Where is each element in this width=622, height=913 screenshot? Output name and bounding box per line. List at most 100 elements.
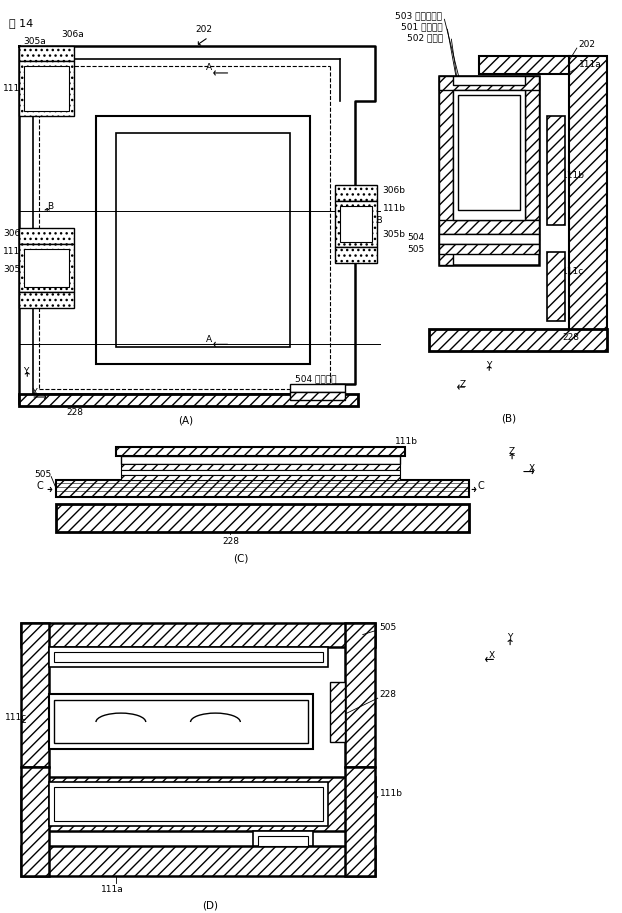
Bar [19,228,74,244]
Text: 111c: 111c [3,247,26,257]
Text: A: A [205,335,211,344]
Text: 202: 202 [579,39,596,48]
Bar [21,767,49,876]
Text: 111b: 111b [383,204,406,213]
Text: 305c: 305c [3,266,26,274]
Bar [96,116,310,364]
Text: 202: 202 [195,25,213,34]
Text: 111b: 111b [394,437,417,446]
Text: (C): (C) [233,553,248,563]
Bar [116,446,404,456]
Text: 111a: 111a [579,59,601,68]
Bar [56,479,469,498]
Text: (A): (A) [178,415,193,425]
Bar [21,623,374,647]
Bar [24,66,69,110]
Bar [330,682,345,742]
Text: 505: 505 [34,470,51,479]
Text: C: C [477,481,484,491]
Text: 305a: 305a [23,37,46,46]
Bar [56,504,469,532]
Text: 111a: 111a [3,84,26,93]
Bar [335,201,377,247]
Text: 501 受光素子: 501 受光素子 [401,23,442,32]
Bar [429,330,606,352]
Bar [49,694,313,749]
Text: 図 14: 図 14 [9,18,34,28]
Bar [345,767,374,876]
Text: 111a: 111a [101,885,124,894]
Text: X: X [529,464,535,473]
Bar [54,787,323,822]
Text: 502 ケース: 502 ケース [407,34,443,43]
Bar [525,76,539,220]
Bar [439,244,539,254]
Bar [121,475,399,479]
Bar [121,464,399,469]
Text: B: B [47,202,53,211]
Bar [116,132,290,347]
Bar [458,95,520,210]
Text: (B): (B) [501,414,517,424]
Bar [54,700,308,743]
Bar [439,220,539,234]
Bar [121,469,399,475]
Text: 228: 228 [562,333,579,341]
Bar [21,846,374,876]
Text: Y: Y [486,361,491,370]
Text: 505: 505 [407,246,424,255]
Text: 111c: 111c [6,712,27,721]
Bar [19,291,74,308]
Text: C: C [36,481,43,491]
Bar [121,456,399,464]
Bar [345,623,374,767]
Text: 504 回路基板: 504 回路基板 [295,374,337,383]
Bar [547,116,565,225]
Text: Z: Z [459,380,465,389]
Bar [24,249,69,287]
Text: A: A [205,64,211,72]
Bar [439,76,539,89]
Bar [290,392,345,400]
Bar [258,836,308,846]
Bar [439,234,539,244]
Bar [569,56,606,350]
Bar [547,252,565,321]
Text: X: X [31,387,37,396]
Bar [340,206,372,242]
Bar [453,89,525,220]
Bar [439,76,453,265]
Bar [19,47,74,61]
Text: 306b: 306b [383,185,406,194]
Bar [335,185,377,201]
Text: 505: 505 [379,623,397,632]
Text: Z: Z [509,447,515,456]
Bar [19,394,358,406]
Text: 504: 504 [407,234,424,243]
Text: 505 保持板: 505 保持板 [295,391,332,400]
Text: 306a: 306a [61,30,84,38]
Text: 228: 228 [66,408,83,417]
Bar [21,777,374,832]
Bar [453,76,525,85]
Text: 111c: 111c [562,268,584,277]
Bar [290,384,345,392]
Text: 111b: 111b [562,171,585,180]
Text: Y: Y [507,633,513,642]
Bar [439,76,539,265]
Text: 305b: 305b [383,230,406,239]
Text: (D): (D) [202,901,218,911]
Bar [19,244,74,291]
Bar [49,782,328,826]
Text: 228: 228 [379,689,397,698]
Text: 111b: 111b [379,789,402,798]
Text: 306c: 306c [3,229,26,238]
Bar [49,647,328,667]
Bar [335,247,377,263]
Bar [253,832,313,846]
Bar [479,56,569,74]
Text: 503 保護ガラス: 503 保護ガラス [394,12,442,21]
Bar [54,653,323,663]
Text: X: X [489,651,495,660]
Bar [21,623,49,767]
